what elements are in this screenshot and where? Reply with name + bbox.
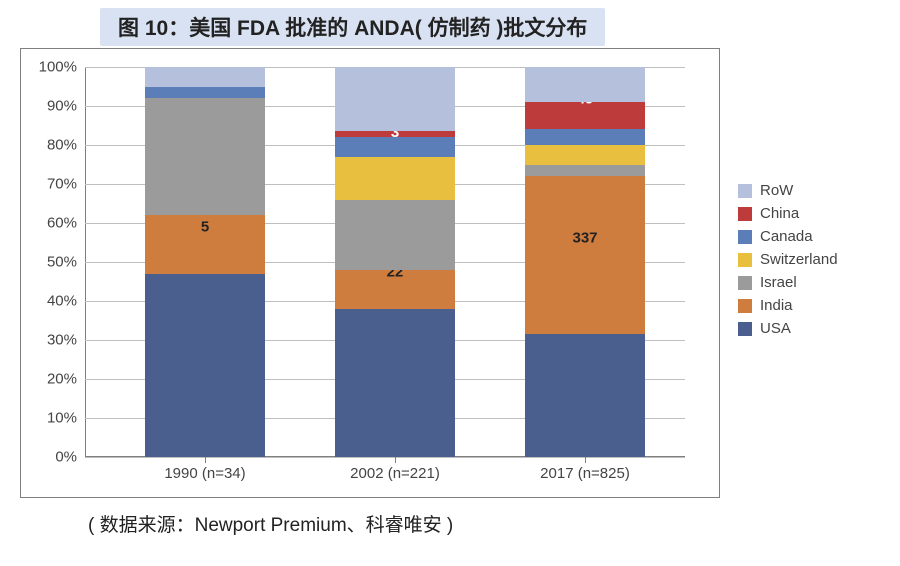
- y-tick-label: 10%: [47, 410, 85, 427]
- legend-label: Switzerland: [760, 251, 838, 268]
- legend-label: Canada: [760, 228, 813, 245]
- y-tick-label: 80%: [47, 137, 85, 154]
- x-axis-label: 2002 (n=221): [350, 465, 440, 482]
- legend-item-canada: Canada: [738, 228, 838, 245]
- bar-group: 51990 (n=34): [145, 67, 265, 457]
- x-axis-label: 2017 (n=825): [540, 465, 630, 482]
- y-tick-label: 100%: [39, 59, 85, 76]
- legend-item-row: RoW: [738, 182, 838, 199]
- bar-segment-switzerland: [525, 145, 645, 165]
- gridline: [85, 457, 685, 458]
- legend: RoW China Canada Switzerland Israel India USA: [738, 182, 838, 343]
- legend-item-israel: Israel: [738, 274, 838, 291]
- legend-swatch: [738, 253, 752, 267]
- x-tick: [585, 457, 586, 463]
- bar-segment-row: [525, 67, 645, 102]
- legend-label: India: [760, 297, 793, 314]
- y-tick-label: 40%: [47, 293, 85, 310]
- bar-group: 2232002 (n=221): [335, 67, 455, 457]
- y-tick-label: 70%: [47, 176, 85, 193]
- legend-label: China: [760, 205, 799, 222]
- y-tick-label: 30%: [47, 332, 85, 349]
- legend-item-china: China: [738, 205, 838, 222]
- legend-label: RoW: [760, 182, 793, 199]
- bar-segment-row: [145, 67, 265, 87]
- legend-swatch: [738, 184, 752, 198]
- legend-item-india: India: [738, 297, 838, 314]
- legend-label: Israel: [760, 274, 797, 291]
- chart-title: 图 10：美国 FDA 批准的 ANDA( 仿制药 )批文分布: [100, 8, 605, 46]
- bar-segment-usa: [335, 309, 455, 457]
- x-tick: [205, 457, 206, 463]
- data-source: ( 数据来源：Newport Premium、科睿唯安 ): [88, 510, 453, 537]
- legend-swatch: [738, 322, 752, 336]
- legend-swatch: [738, 276, 752, 290]
- bar-segment-canada: [145, 87, 265, 99]
- legend-item-switzerland: Switzerland: [738, 251, 838, 268]
- bar-segment-row: [335, 67, 455, 131]
- bar-segment-israel: [525, 165, 645, 177]
- legend-swatch: [738, 230, 752, 244]
- legend-label: USA: [760, 320, 791, 337]
- bar-segment-india: [525, 176, 645, 334]
- bar-segment-canada: [525, 129, 645, 145]
- y-tick-label: 20%: [47, 371, 85, 388]
- legend-item-usa: USA: [738, 320, 838, 337]
- bar-segment-usa: [525, 334, 645, 457]
- plot-area: 0%10%20%30%40%50%60%70%80%90%100%51990 (…: [85, 67, 685, 457]
- bar-segment-israel: [335, 200, 455, 270]
- bar-segment-switzerland: [335, 157, 455, 200]
- bar-value-label: 5: [145, 219, 265, 236]
- legend-swatch: [738, 299, 752, 313]
- y-tick-label: 90%: [47, 98, 85, 115]
- x-axis-label: 1990 (n=34): [164, 465, 245, 482]
- bar-value-label: 337: [525, 230, 645, 247]
- legend-swatch: [738, 207, 752, 221]
- bar-segment-usa: [145, 274, 265, 457]
- y-tick-label: 0%: [55, 449, 85, 466]
- bar-group: 337492017 (n=825): [525, 67, 645, 457]
- y-tick-label: 60%: [47, 215, 85, 232]
- bar-segment-israel: [145, 98, 265, 215]
- chart-frame: 0%10%20%30%40%50%60%70%80%90%100%51990 (…: [20, 48, 720, 498]
- y-tick-label: 50%: [47, 254, 85, 271]
- x-tick: [395, 457, 396, 463]
